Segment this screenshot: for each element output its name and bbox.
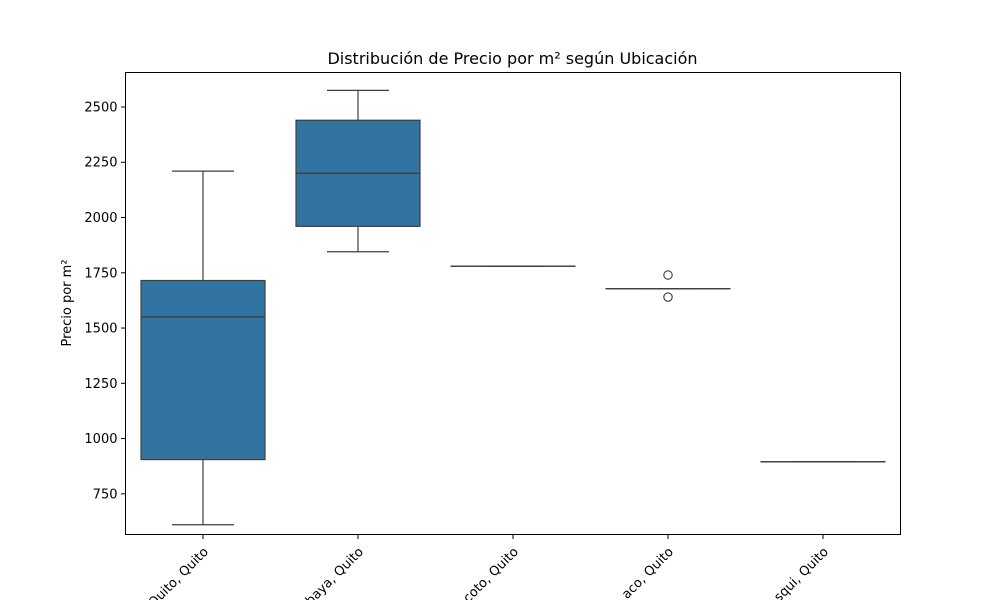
x-tick-label: baya, Quito	[303, 545, 367, 600]
y-tick-label: 1000	[84, 432, 117, 447]
box	[140, 279, 266, 461]
x-tick-label: Quito, Quito	[146, 545, 212, 600]
y-tick-label: 1250	[84, 377, 117, 392]
outlier-point	[663, 292, 673, 302]
y-tick-label: 2000	[84, 211, 117, 226]
chart-title: Distribución de Precio por m² según Ubic…	[327, 49, 697, 68]
y-tick-label: 2250	[84, 156, 117, 171]
plot-area: 750 1000 1250 1500 1750 2000 2250 2500 Quito, Qu…	[84, 89, 886, 600]
y-tick-label: 750	[93, 487, 118, 502]
x-tick-label: squi, Quito	[772, 545, 832, 600]
plot-frame	[125, 72, 901, 535]
y-tick-label: 1500	[84, 322, 117, 337]
x-tick-label: coto, Quito	[461, 545, 522, 600]
outlier-point	[663, 270, 673, 280]
y-tick-label: 2500	[84, 100, 117, 115]
y-tick-label: 1750	[84, 266, 117, 281]
x-tick-label: aco, Quito	[619, 545, 677, 600]
y-axis-label: Precio por m²	[60, 259, 75, 346]
